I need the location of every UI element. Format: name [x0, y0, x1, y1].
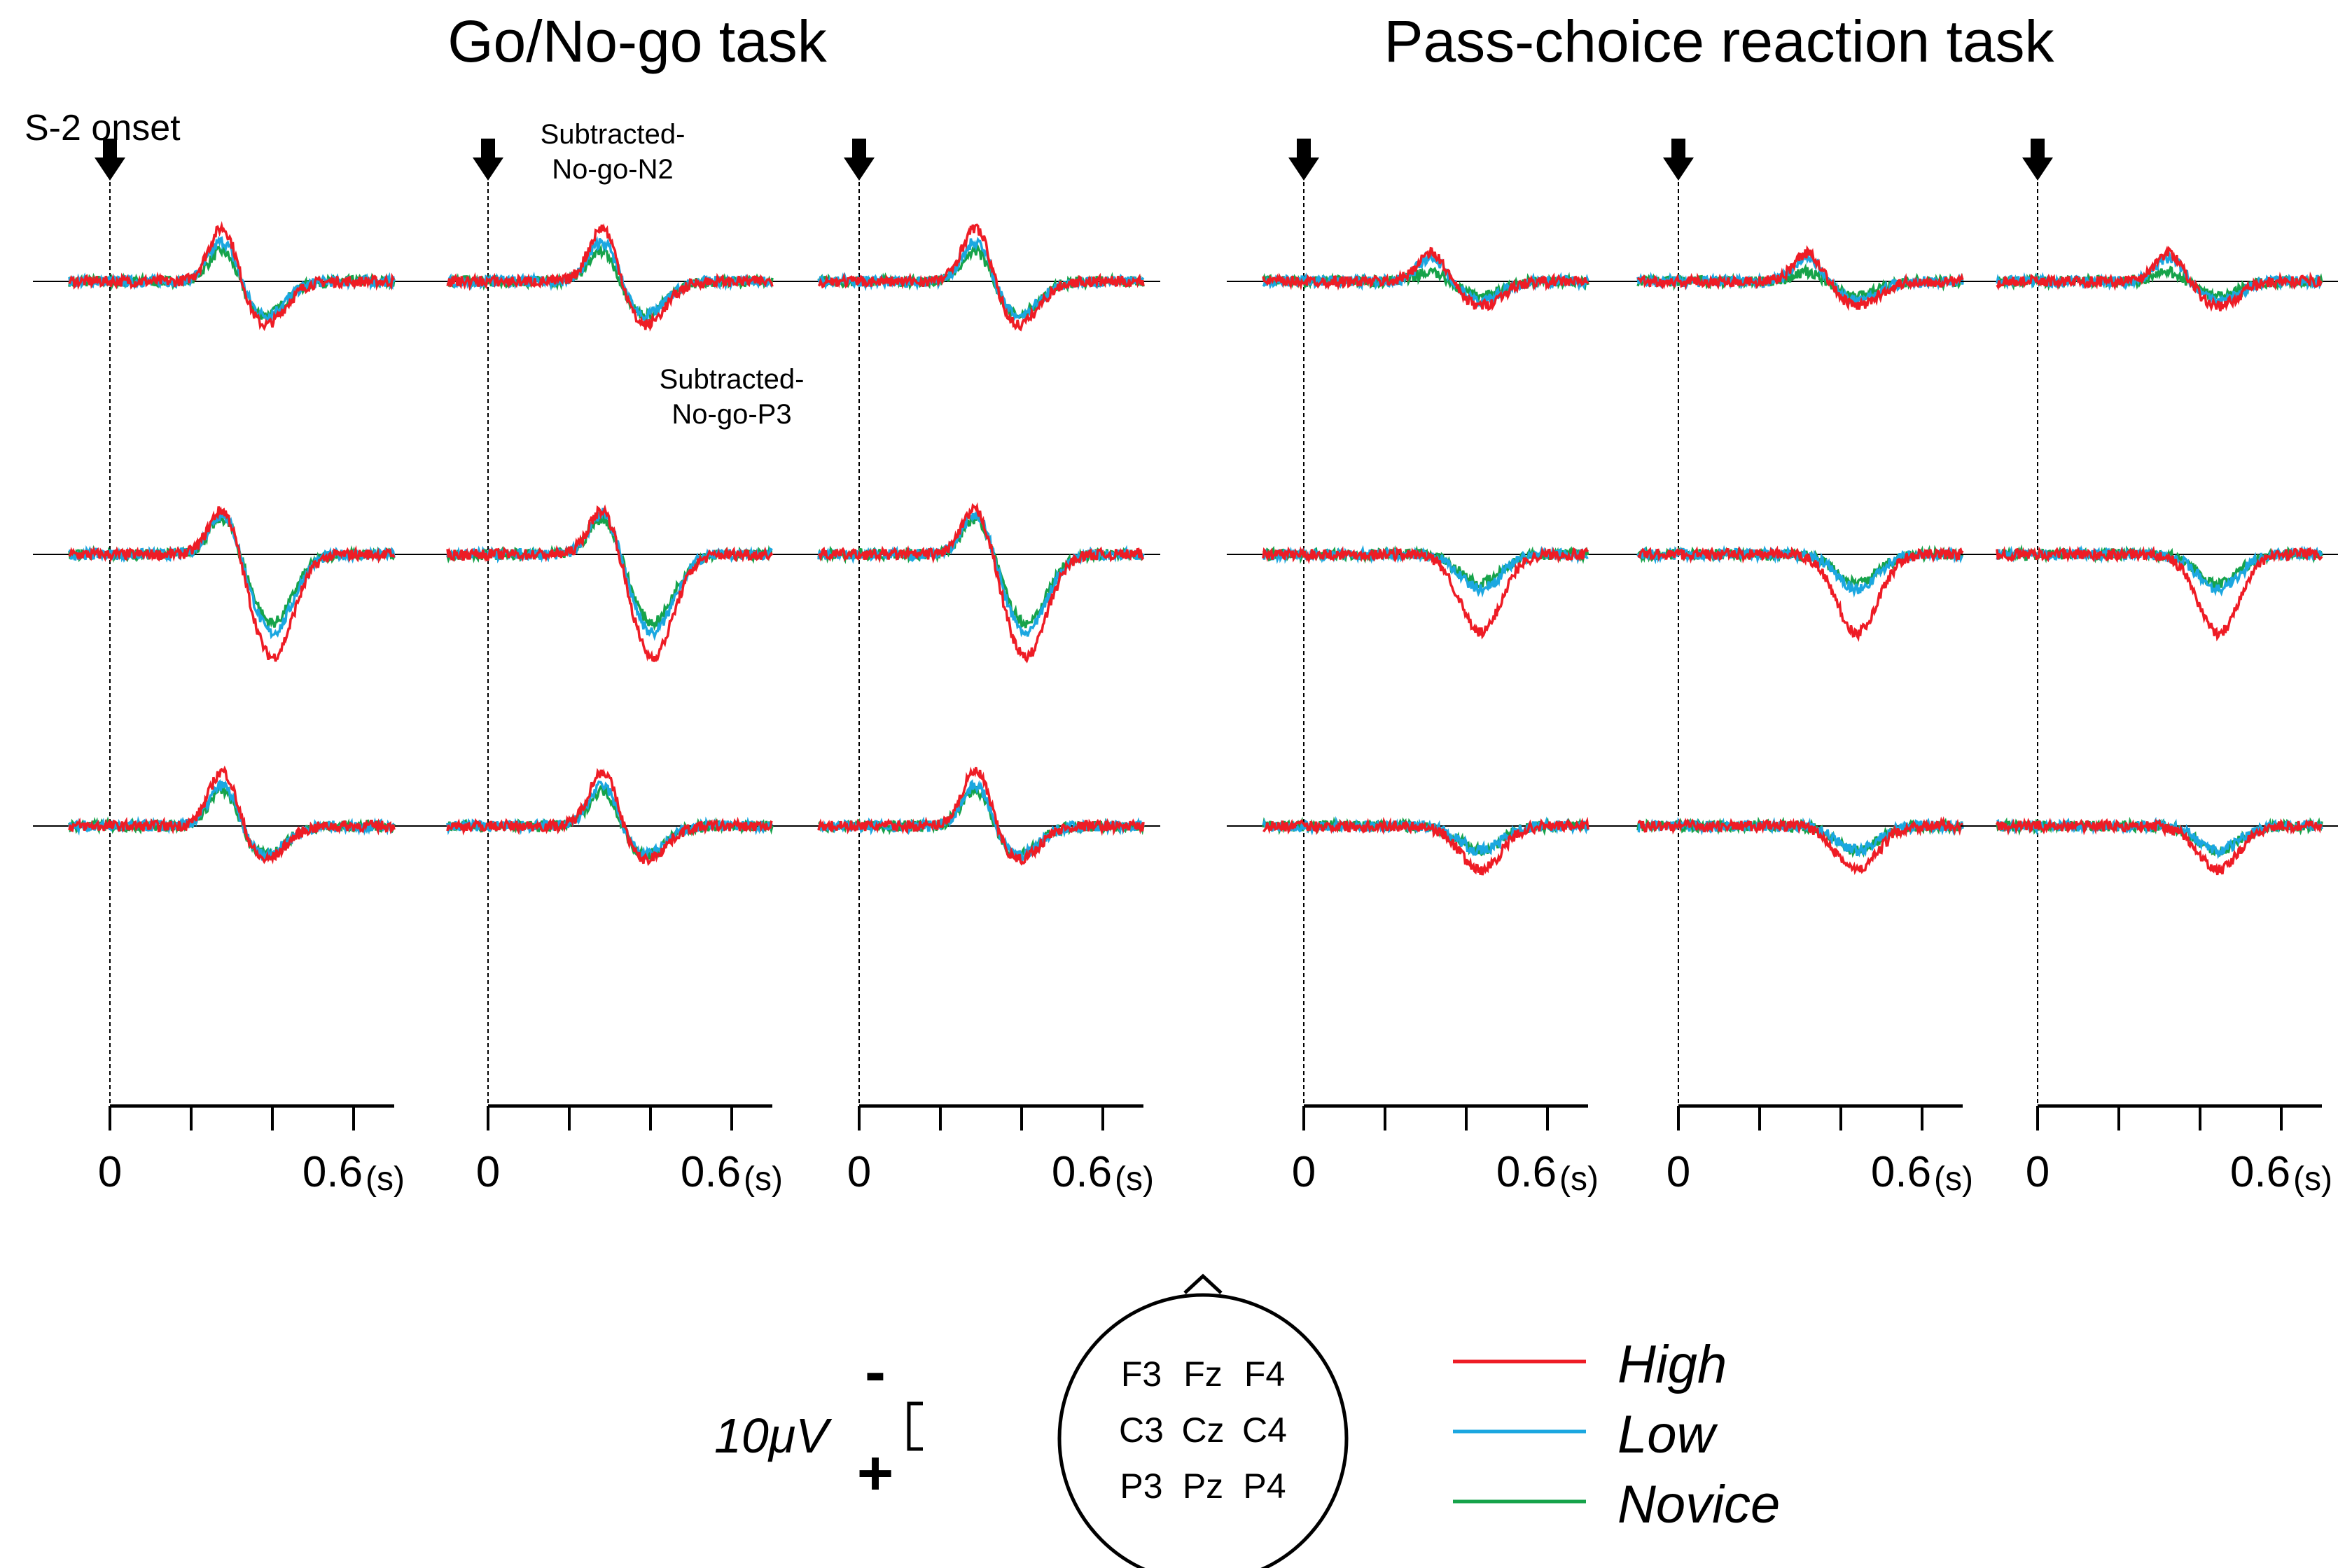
tick-label-0.6-col0: 0.6: [302, 1148, 363, 1196]
tick-label-zero-col0: 0: [98, 1148, 122, 1196]
tick-unit-col2: (s): [1115, 1161, 1154, 1198]
electrode-fz: Fz: [1183, 1354, 1223, 1394]
erp-wave-go_nogo-P_row-col2-high: [817, 766, 1145, 866]
legend-label-low: Low: [1617, 1405, 1718, 1464]
scale-value: 10μV: [714, 1408, 833, 1463]
tick-label-zero-col1: 0: [476, 1148, 500, 1196]
tick-label-zero-col2: 0: [847, 1148, 871, 1196]
tick-unit-col0: (s): [366, 1161, 405, 1198]
electrode-head-map: F3 Fz F4 C3 Cz C4 P3 Pz P4: [1057, 1273, 1349, 1568]
erp-wave-go_nogo-C_row-col2-novice: [817, 512, 1145, 629]
nose-icon: [1183, 1273, 1223, 1294]
erp-wave-pass_choice-P_row-col4-high: [1637, 816, 1963, 876]
onset-arrow-icon-col0: [95, 139, 125, 181]
erp-wave-go_nogo-C_row-col2-low: [817, 511, 1145, 638]
electrode-pz: Pz: [1183, 1466, 1223, 1506]
annotation-p3-line1: Subtracted-: [660, 364, 805, 395]
tick-label-zero-col5: 0: [2026, 1148, 2050, 1196]
erp-wave-go_nogo-P_row-col0-low: [68, 778, 396, 861]
tick-label-0.6-col4: 0.6: [1871, 1148, 1931, 1196]
tick-unit-col5: (s): [2293, 1161, 2332, 1198]
scale-unit: μV: [767, 1408, 833, 1463]
scale-bracket: [907, 1401, 923, 1451]
tick-label-0.6-col2: 0.6: [1052, 1148, 1112, 1196]
erp-wave-go_nogo-C_row-col1-novice: [446, 514, 772, 631]
erp-wave-go_nogo-F_row-col1-low: [447, 236, 773, 323]
electrode-f4: F4: [1244, 1354, 1285, 1394]
tick-label-0.6-col5: 0.6: [2230, 1148, 2290, 1196]
erp-wave-go_nogo-C_row-col0-high: [68, 506, 396, 662]
erp-wave-go_nogo-C_row-col1-high: [446, 504, 774, 663]
erp-wave-pass_choice-C_row-col3-high: [1262, 546, 1589, 640]
erp-wave-go_nogo-F_row-col2-high: [817, 223, 1145, 332]
onset-arrow-icon-col2: [844, 139, 875, 181]
title-go-nogo: Go/No-go task: [447, 8, 828, 74]
onset-arrow-icon-col1: [473, 139, 503, 181]
tick-label-0.6-col1: 0.6: [681, 1148, 741, 1196]
erp-wave-pass_choice-P_row-col3-high: [1262, 816, 1589, 876]
onset-arrow-icon-col3: [1288, 139, 1319, 181]
tick-unit-col1: (s): [744, 1161, 783, 1198]
tick-label-zero-col4: 0: [1666, 1148, 1690, 1196]
legend-label-novice: Novice: [1617, 1475, 1780, 1534]
erp-wave-pass_choice-P_row-col5-high: [1996, 817, 2323, 876]
electrode-p4: P4: [1243, 1466, 1286, 1506]
tick-unit-col3: (s): [1559, 1161, 1599, 1198]
erp-wave-pass_choice-F_row-col3-high: [1262, 246, 1589, 312]
electrode-cz: Cz: [1181, 1410, 1224, 1450]
legend-label-high: High: [1617, 1335, 1727, 1394]
electrode-p3: P3: [1120, 1466, 1162, 1506]
electrode-c3: C3: [1119, 1410, 1164, 1450]
erp-wave-pass_choice-F_row-col4-high: [1636, 244, 1964, 312]
onset-arrow-icon-col5: [2022, 139, 2053, 181]
erp-wave-go_nogo-P_row-col0-high: [68, 765, 396, 864]
legend: High Low Novice: [1453, 1335, 1780, 1534]
erp-wave-go_nogo-C_row-col2-high: [817, 502, 1145, 664]
erp-wave-go_nogo-F_row-col1-high: [446, 223, 774, 332]
title-pass-choice: Pass-choice reaction task: [1384, 8, 2054, 74]
tick-unit-col4: (s): [1934, 1161, 1973, 1198]
erp-wave-pass_choice-C_row-col4-high: [1637, 545, 1964, 643]
s2-onset-label: S-2 onset: [25, 108, 181, 148]
erp-panels: 0 0.6 (s) 0 0.6 (s) 0 0.6 (s) 0 0.6 (s) 0 0.6 (s) 0 0.6(…: [33, 139, 2338, 1198]
annotation-n2-line1: Subtracted-: [541, 119, 686, 150]
head-outline: [1057, 1293, 1349, 1568]
tick-label-0.6-col3: 0.6: [1496, 1148, 1557, 1196]
tick-label-zero-col3: 0: [1292, 1148, 1316, 1196]
scale-neg-sign: -: [865, 1337, 886, 1407]
erp-wave-pass_choice-C_row-col5-high: [1996, 545, 2323, 642]
erp-wave-pass_choice-F_row-col5-high: [1996, 246, 2323, 312]
annotation-p3-line2: No-go-P3: [672, 399, 791, 430]
scale-pos-sign: +: [857, 1438, 894, 1508]
erp-wave-go_nogo-P_row-col1-high: [446, 767, 773, 867]
erp-wave-go_nogo-F_row-col0-high: [68, 220, 396, 331]
onset-arrow-icon-col4: [1663, 139, 1694, 181]
electrode-c4: C4: [1242, 1410, 1287, 1450]
annotation-n2-line2: No-go-N2: [552, 154, 673, 185]
electrode-f3: F3: [1121, 1354, 1162, 1394]
